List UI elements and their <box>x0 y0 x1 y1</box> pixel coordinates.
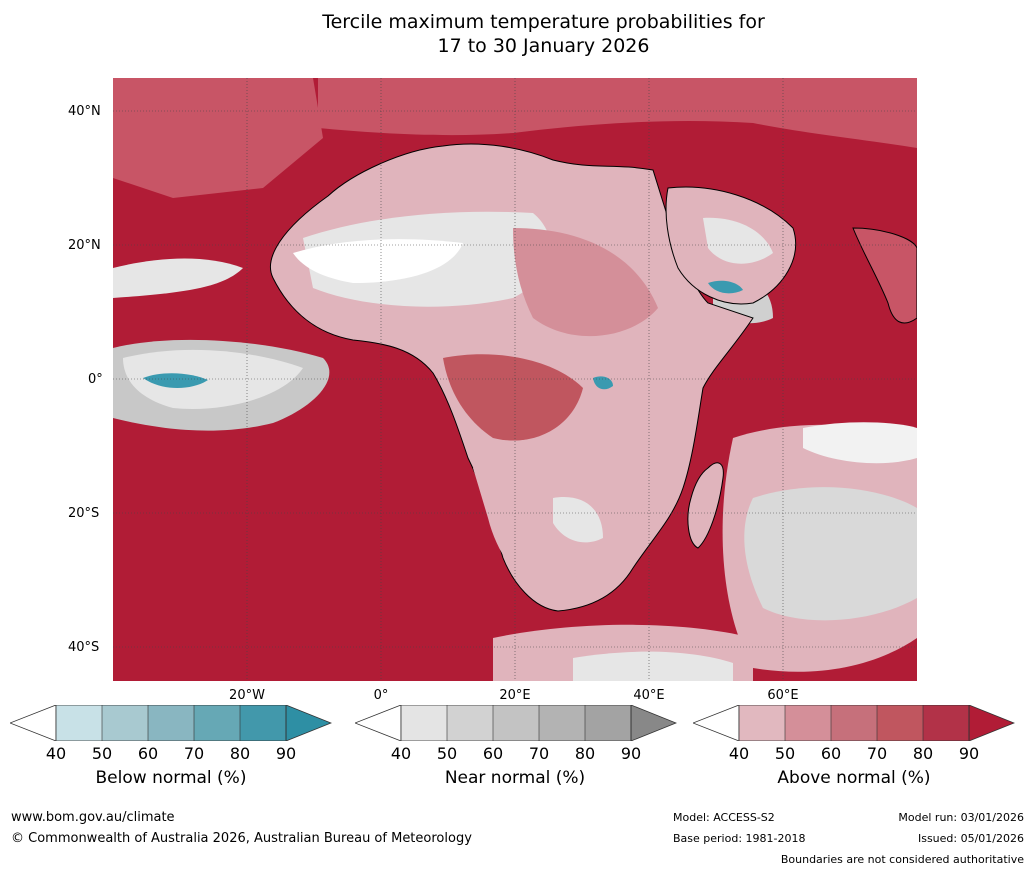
cbar-near-seg-5 <box>585 705 631 741</box>
lat-label-0: 0° <box>88 372 103 387</box>
europe-mid-area <box>318 78 917 148</box>
tick-label: 50 <box>774 744 796 763</box>
cbar-above-seg-2 <box>785 705 831 741</box>
cbar-near-arrow-low <box>355 705 402 741</box>
cbar-above-arrow-low <box>693 705 740 741</box>
title-line-1: Tercile maximum temperature probabilitie… <box>322 11 765 33</box>
india-coast <box>852 227 917 324</box>
probability-map <box>113 78 917 681</box>
tropical-atlantic-near-patch <box>113 258 243 298</box>
colorbar-below-normal <box>10 705 332 741</box>
madagascar <box>687 462 724 549</box>
cbar-near-seg-3 <box>493 705 539 741</box>
cbar-below-seg-2 <box>102 705 148 741</box>
lat-label-40s: 40°S <box>68 640 100 655</box>
cbar-below-arrow-low <box>10 705 57 741</box>
red-sea-below-patch <box>708 280 743 294</box>
cbar-below-seg-4 <box>194 705 240 741</box>
cbar-below-seg-1 <box>56 705 102 741</box>
southern-africa-near-patch <box>553 497 603 543</box>
tick-label: 90 <box>620 744 642 763</box>
tick-label: 80 <box>574 744 596 763</box>
cbar-near-seg-2 <box>447 705 493 741</box>
tick-label: 40 <box>390 744 412 763</box>
lon-label-40e: 40°E <box>633 688 665 703</box>
cbar-above-seg-5 <box>923 705 969 741</box>
legend-label-near: Near normal (%) <box>444 768 586 788</box>
tick-label: 40 <box>45 744 67 763</box>
colorbar-above-normal <box>693 705 1015 741</box>
title-line-2: 17 to 30 January 2026 <box>437 35 650 57</box>
tick-label: 60 <box>137 744 159 763</box>
tick-label: 60 <box>482 744 504 763</box>
base-period: Base period: 1981-2018 <box>673 832 806 845</box>
cbar-above-seg-1 <box>739 705 785 741</box>
graticule <box>113 78 917 681</box>
cbar-above-arrow-high <box>968 705 1015 741</box>
legend-label-below: Below normal (%) <box>95 768 247 788</box>
lon-label-20e: 20°E <box>499 688 531 703</box>
model-run-date: Model run: 03/01/2026 <box>898 811 1024 824</box>
lon-label-60e: 60°E <box>767 688 799 703</box>
tick-label: 90 <box>958 744 980 763</box>
tick-label: 60 <box>820 744 842 763</box>
indian-ocean-white-patch <box>803 422 917 464</box>
boundaries-disclaimer: Boundaries are not considered authoritat… <box>780 853 1024 866</box>
map-title: Tercile maximum temperature probabilitie… <box>0 10 1035 58</box>
east-africa-mid-area <box>513 228 658 337</box>
copyright-text: © Commonwealth of Australia 2026, Austra… <box>11 831 472 846</box>
lake-victoria-below-patch <box>593 376 613 390</box>
cbar-near-seg-4 <box>539 705 585 741</box>
colorbar-near-normal <box>355 705 677 741</box>
cbar-below-seg-5 <box>240 705 286 741</box>
arabian-light-patch <box>703 217 773 264</box>
tick-label: 80 <box>229 744 251 763</box>
indian-ocean-near-area <box>744 487 917 621</box>
central-africa-dark-area <box>443 354 583 441</box>
tick-label: 90 <box>275 744 297 763</box>
lon-label-0: 0° <box>373 688 389 703</box>
lat-label-20n: 20°N <box>68 238 101 253</box>
cbar-near-arrow-high <box>630 705 677 741</box>
tick-label: 50 <box>436 744 458 763</box>
cbar-near-seg-1 <box>401 705 447 741</box>
cbar-above-seg-4 <box>877 705 923 741</box>
equatorial-atlantic-below-patch <box>143 373 208 388</box>
southern-ocean-near-patch <box>573 651 733 681</box>
lon-label-20w: 20°W <box>229 688 265 703</box>
lat-label-40n: 40°N <box>68 104 101 119</box>
cbar-above-seg-3 <box>831 705 877 741</box>
website-link[interactable]: www.bom.gov.au/climate <box>11 810 175 825</box>
tick-label: 70 <box>183 744 205 763</box>
equatorial-atlantic-light-band <box>123 349 303 409</box>
lat-label-20s: 20°S <box>68 506 100 521</box>
model-name: Model: ACCESS-S2 <box>673 811 775 824</box>
tick-label: 80 <box>912 744 934 763</box>
tick-label: 40 <box>728 744 750 763</box>
north-atlantic-mid-patch <box>113 78 323 198</box>
issued-date: Issued: 05/01/2026 <box>917 832 1024 845</box>
tick-label: 50 <box>91 744 113 763</box>
legend-label-above: Above normal (%) <box>777 768 931 788</box>
tick-label: 70 <box>866 744 888 763</box>
cbar-below-arrow-high <box>285 705 332 741</box>
sahara-white-area <box>293 239 463 283</box>
tick-label: 70 <box>528 744 550 763</box>
southern-africa-light-area <box>473 455 614 598</box>
cbar-below-seg-3 <box>148 705 194 741</box>
